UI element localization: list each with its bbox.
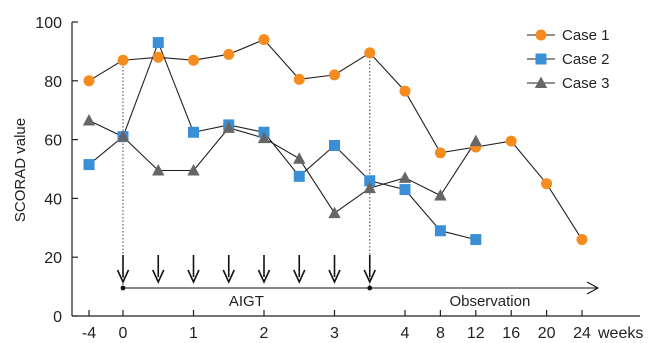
dose-arrow-head	[222, 269, 235, 284]
data-point	[187, 163, 200, 176]
legend-label: Case 1	[562, 27, 610, 44]
data-point	[83, 159, 95, 171]
y-axis-label: SCORAD value	[12, 118, 29, 222]
x-tick-label: 24	[573, 325, 591, 342]
data-point	[399, 85, 411, 97]
data-point	[293, 170, 305, 182]
x-tick-label: 12	[467, 325, 485, 342]
y-ticks: 0 20 40 60 80 100	[35, 15, 78, 326]
data-point	[505, 135, 517, 147]
series-markers	[82, 113, 482, 219]
series-markers	[83, 34, 588, 246]
dose-arrow-head	[257, 269, 271, 284]
data-point	[364, 175, 376, 187]
series-triangle	[88, 120, 477, 214]
data-point	[222, 121, 235, 133]
data-point	[152, 51, 164, 63]
legend-marker	[535, 53, 547, 65]
legend-label: Case 3	[562, 75, 610, 92]
data-point	[470, 234, 482, 246]
series-square	[88, 41, 476, 241]
series-line	[88, 120, 477, 214]
y-tick-label: 20	[44, 250, 62, 267]
x-tick-label: 0	[119, 325, 128, 342]
data-point	[82, 113, 96, 126]
dose-arrow-head	[116, 269, 130, 284]
data-point	[328, 206, 341, 219]
data-point	[469, 134, 482, 147]
x-tick-label: 16	[502, 325, 520, 342]
dose-arrow-head	[187, 269, 200, 284]
x-tick-label: 3	[330, 325, 339, 342]
x-tick-label: 20	[538, 325, 556, 342]
data-point	[434, 188, 447, 201]
aigt-label: AIGT	[229, 293, 264, 310]
x-tick-label: 8	[436, 325, 445, 342]
y-tick-label: 40	[44, 191, 62, 208]
x-tick-label: -4	[82, 325, 96, 342]
data-point	[541, 178, 553, 190]
x-ticks: -4 0 1 2 3 4 8 12 16 20 24	[82, 310, 591, 342]
y-tick-label: 60	[44, 133, 62, 150]
data-point	[398, 171, 412, 183]
dose-arrow-head	[328, 269, 341, 284]
observation-label: Observation	[449, 293, 530, 310]
legend: Case 1 Case 2 Case 3	[527, 27, 610, 92]
data-point	[329, 139, 340, 151]
aigt-start-dot	[120, 285, 126, 291]
phase-guides: AIGT Observation	[116, 50, 600, 310]
x-tick-label: 1	[189, 325, 198, 342]
dose-arrow-head	[363, 269, 376, 284]
y-tick-label: 80	[44, 74, 62, 91]
y-tick-label: 0	[53, 309, 62, 326]
data-point	[258, 34, 270, 46]
legend-marker	[534, 76, 548, 88]
data-point	[329, 69, 340, 81]
data-point	[188, 126, 199, 138]
data-point	[576, 234, 588, 246]
data-point	[117, 54, 129, 66]
dose-arrow-head	[293, 269, 306, 284]
data-point	[363, 181, 376, 194]
legend-label: Case 2	[562, 51, 610, 68]
dose-arrow-head	[152, 269, 165, 284]
x-tick-label: 4	[401, 325, 410, 342]
data-point	[257, 131, 271, 144]
observation-arrow-head	[586, 281, 600, 295]
data-point	[434, 147, 446, 159]
data-point	[223, 48, 235, 60]
series-group	[82, 34, 588, 246]
data-point	[152, 163, 165, 176]
aigt-end-dot	[367, 285, 373, 291]
x-axis-label: weeks	[597, 325, 643, 342]
data-point	[293, 73, 305, 85]
data-point	[188, 54, 199, 66]
data-point	[116, 130, 130, 142]
series-markers	[83, 37, 482, 246]
data-point	[293, 152, 306, 164]
data-point	[364, 47, 376, 59]
data-point	[83, 75, 95, 87]
data-point	[399, 184, 411, 196]
series-line	[88, 41, 476, 241]
data-point	[152, 37, 164, 49]
axes	[71, 22, 640, 317]
data-point	[434, 225, 446, 237]
x-tick-label: 2	[260, 325, 269, 342]
legend-marker	[535, 29, 547, 41]
y-tick-label: 100	[35, 15, 62, 32]
